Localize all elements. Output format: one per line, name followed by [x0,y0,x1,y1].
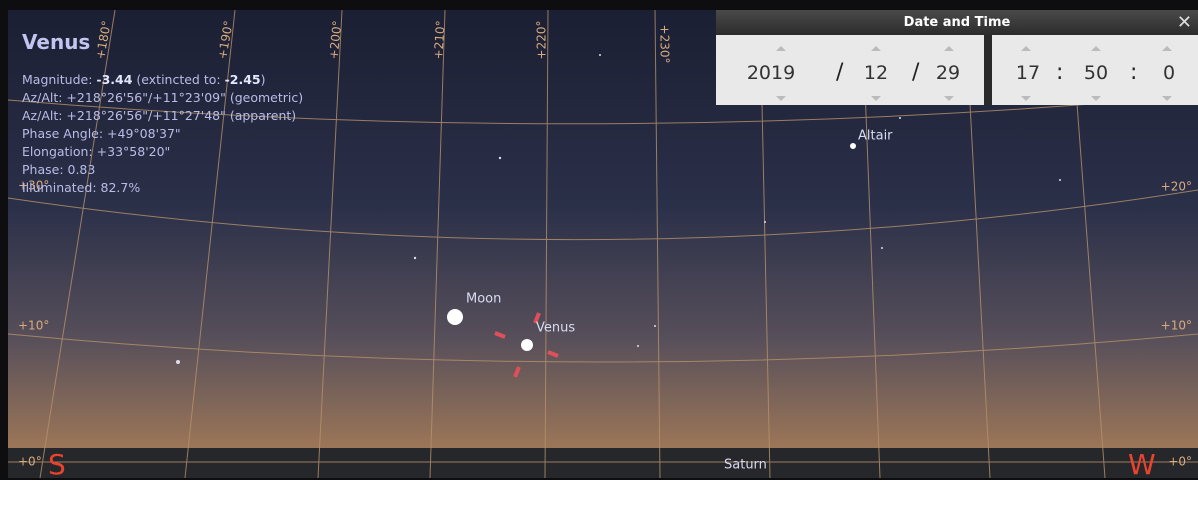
increment-button[interactable] [1091,46,1101,51]
object-name: Venus [22,30,90,54]
altitude-label: +0° [1168,455,1192,469]
separator-bar [984,35,992,105]
info-line: Phase Angle: +49°08'37" [22,126,181,141]
info-line: Elongation: +33°58'20" [22,144,170,159]
altitude-label: +20° [1161,180,1192,194]
decrement-button[interactable] [1021,96,1031,101]
star [637,345,639,347]
star [499,157,501,159]
star [764,221,766,223]
time-separator: : [1056,60,1063,85]
time-separator: : [1130,60,1137,85]
increment-button[interactable] [1162,46,1172,51]
info-value: -3.44 [96,72,132,87]
object-label: Altair [858,129,893,144]
object-label: Moon [466,292,501,307]
date-time-dialog: Date and Time ✕ 2019 / 12 / 29 17 : 50 :… [716,10,1198,105]
star [414,257,416,259]
altitude-label: +0° [18,455,42,469]
increment-button[interactable] [1021,46,1031,51]
year-field[interactable]: 2019 [744,62,798,84]
decrement-button[interactable] [1091,96,1101,101]
info-line: Magnitude: -3.44 (extincted to: -2.45) [22,72,266,87]
decrement-button[interactable] [776,96,786,101]
increment-button[interactable] [944,46,954,51]
decrement-button[interactable] [944,96,954,101]
info-text: Magnitude: [22,72,96,87]
info-line: Phase: 0.83 [22,162,95,177]
azimuth-label: +220° [535,21,549,60]
venus[interactable] [521,339,533,351]
moon[interactable] [447,309,463,325]
increment-button[interactable] [871,46,881,51]
decrement-button[interactable] [871,96,881,101]
compass-west: W [1128,448,1156,481]
stellarium-window: +180° +190° +200° +210° +220° +230° +30°… [0,0,1198,506]
month-field[interactable]: 12 [856,62,896,84]
compass-south: S [48,448,66,481]
second-field[interactable]: 0 [1154,62,1184,84]
altitude-label: +10° [18,319,49,333]
date-separator: / [836,60,843,85]
altair[interactable] [850,143,856,149]
info-text: ) [261,72,266,87]
azimuth-label: +210° [431,20,448,60]
hour-field[interactable]: 17 [1008,62,1048,84]
object-label: Venus [536,321,575,336]
decrement-button[interactable] [1162,96,1172,101]
star [1059,179,1061,181]
info-line: Az/Alt: +218°26'56"/+11°27'48" (apparent… [22,108,296,123]
star [881,247,883,249]
info-line: Az/Alt: +218°26'56"/+11°23'09" (geometri… [22,90,303,105]
dialog-title: Date and Time [716,10,1198,35]
object-label: Saturn [724,458,767,473]
altitude-label: +10° [1161,319,1192,333]
minute-field[interactable]: 50 [1076,62,1116,84]
star [176,360,180,364]
date-separator: / [912,60,919,85]
day-field[interactable]: 29 [928,62,968,84]
info-text: (extincted to: [132,72,224,87]
star [599,54,601,56]
star [654,325,656,327]
star [899,117,901,119]
azimuth-label: +230° [658,25,672,64]
increment-button[interactable] [776,46,786,51]
info-line: Illuminated: 82.7% [22,180,140,195]
info-value: -2.45 [225,72,261,87]
close-button[interactable]: ✕ [1177,10,1192,35]
